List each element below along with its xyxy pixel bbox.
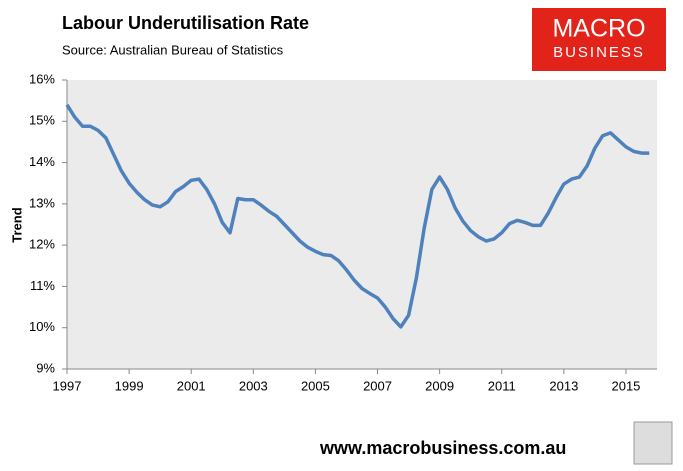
x-tick-label: 1997 <box>53 378 82 393</box>
x-tick-label: 2001 <box>177 378 206 393</box>
chart-title: Labour Underutilisation Rate <box>62 13 309 33</box>
chart-subtitle: Source: Australian Bureau of Statistics <box>62 42 284 57</box>
x-tick-label: 2011 <box>488 378 516 393</box>
brand-logo <box>532 8 666 71</box>
y-tick-label: 10% <box>29 319 55 334</box>
brand-line1: MACRO <box>552 15 645 43</box>
y-tick-label: 15% <box>29 113 55 128</box>
y-tick-label: 14% <box>29 154 55 169</box>
y-tick-label: 12% <box>29 237 55 252</box>
data-line <box>65 103 650 329</box>
brand-line2: BUSINESS <box>553 44 645 61</box>
x-tick-label: 2015 <box>611 378 640 393</box>
y-tick-label: 16% <box>29 71 55 86</box>
y-tick-label: 9% <box>36 360 55 375</box>
y-tick-label: 11% <box>30 278 55 293</box>
x-tick-label: 2013 <box>549 378 578 393</box>
y-tick-label: 13% <box>29 195 55 210</box>
plot-area <box>67 80 657 369</box>
x-tick-label: 2003 <box>239 378 268 393</box>
x-tick-label: 2005 <box>301 378 330 393</box>
y-axis-label: Trend <box>9 207 24 242</box>
x-tick-label: 2009 <box>425 378 454 393</box>
x-tick-label: 1999 <box>115 378 144 393</box>
x-tick-label: 2007 <box>363 378 392 393</box>
footer-url: www.macrobusiness.com.au <box>319 438 566 458</box>
wolf-icon <box>633 421 673 465</box>
